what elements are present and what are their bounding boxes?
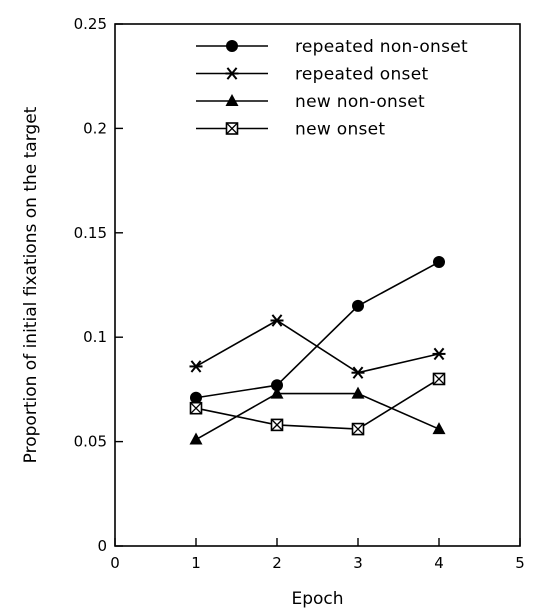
marker-crossed-square bbox=[225, 122, 239, 135]
marker-shape bbox=[225, 94, 239, 106]
marker-asterisk bbox=[432, 347, 446, 361]
data-point bbox=[189, 360, 203, 373]
marker-shape bbox=[352, 299, 364, 312]
legend-label: new non-onset bbox=[295, 92, 425, 112]
legend-item: new onset bbox=[196, 120, 385, 140]
x-tick-label: 5 bbox=[515, 554, 525, 572]
data-point bbox=[270, 386, 284, 399]
legend-label: repeated non-onset bbox=[295, 37, 468, 57]
data-point bbox=[270, 418, 284, 432]
marker-shape bbox=[271, 379, 283, 392]
data-point bbox=[352, 299, 364, 312]
marker-shape bbox=[432, 422, 446, 435]
series-line bbox=[195, 319, 440, 374]
marker-filled-circle bbox=[352, 299, 364, 312]
series-repeated-non-onset bbox=[190, 256, 445, 404]
x-tick-label: 3 bbox=[353, 554, 363, 572]
data-point bbox=[433, 256, 445, 269]
marker-crossed-square bbox=[270, 418, 284, 432]
marker-filled-circle bbox=[433, 256, 445, 269]
data-point bbox=[189, 432, 203, 445]
marker-filled-triangle bbox=[432, 422, 446, 435]
y-axis-title: Proportion of initial fixations on the t… bbox=[21, 106, 41, 463]
marker-shape bbox=[189, 432, 203, 445]
marker-stroke bbox=[226, 122, 238, 135]
legend-label: new onset bbox=[295, 120, 385, 140]
y-tick-label: 0.05 bbox=[74, 433, 107, 451]
legend-item: repeated non-onset bbox=[196, 37, 468, 57]
data-point bbox=[432, 422, 446, 435]
marker-filled-circle bbox=[226, 40, 238, 52]
x-tick-label: 1 bbox=[191, 554, 201, 572]
marker-filled-triangle bbox=[225, 94, 239, 106]
marker-stroke bbox=[271, 314, 283, 327]
marker-stroke bbox=[433, 347, 445, 361]
marker-filled-triangle bbox=[351, 386, 365, 399]
marker-shape bbox=[351, 386, 365, 399]
series-layer bbox=[189, 256, 446, 445]
marker-crossed-square bbox=[189, 401, 203, 415]
y-tick-label: 0.2 bbox=[83, 119, 107, 137]
series-line bbox=[195, 261, 440, 399]
legend-item: new non-onset bbox=[196, 92, 425, 112]
x-tick-label: 0 bbox=[110, 554, 120, 572]
y-tick-label: 0 bbox=[97, 537, 107, 555]
marker-stroke bbox=[352, 423, 364, 436]
x-tick-label: 4 bbox=[434, 554, 444, 572]
data-point bbox=[432, 372, 446, 386]
legend-label: repeated onset bbox=[295, 65, 428, 85]
marker-stroke bbox=[352, 366, 364, 379]
marker-asterisk bbox=[351, 366, 365, 379]
marker-asterisk bbox=[189, 360, 203, 373]
data-point bbox=[351, 386, 365, 399]
legend: repeated non-onset repeated onset new non-… bbox=[196, 37, 468, 140]
plot-frame bbox=[114, 23, 521, 547]
marker-shape bbox=[270, 386, 284, 399]
marker-shape bbox=[226, 40, 238, 52]
marker-filled-triangle bbox=[270, 386, 284, 399]
data-point bbox=[271, 379, 283, 392]
marker-shape bbox=[190, 391, 202, 404]
marker-filled-triangle bbox=[189, 432, 203, 445]
marker-shape bbox=[433, 256, 445, 269]
y-tick-label: 0.15 bbox=[74, 224, 107, 242]
series-line bbox=[195, 392, 440, 441]
y-axis-ticks: 0 0.05 0.1 0.15 0.2 0.25 bbox=[74, 15, 123, 555]
marker-asterisk bbox=[225, 67, 239, 80]
marker-crossed-square bbox=[432, 372, 446, 386]
x-axis-ticks: 0 1 2 3 4 5 bbox=[110, 538, 525, 572]
y-tick-label: 0.25 bbox=[74, 15, 107, 33]
series-repeated-onset bbox=[189, 314, 446, 379]
data-point bbox=[270, 314, 284, 327]
x-tick-label: 2 bbox=[272, 554, 282, 572]
marker-stroke bbox=[433, 373, 445, 385]
series-line bbox=[195, 378, 440, 430]
marker-stroke bbox=[190, 402, 202, 415]
x-axis-title: Epoch bbox=[291, 589, 343, 609]
marker-stroke bbox=[271, 418, 283, 431]
marker-crossed-square bbox=[351, 422, 365, 436]
marker-stroke bbox=[226, 67, 238, 80]
legend-item: repeated onset bbox=[196, 65, 428, 85]
marker-filled-circle bbox=[190, 391, 202, 404]
y-tick-label: 0.1 bbox=[83, 328, 107, 346]
data-point bbox=[432, 347, 446, 361]
data-point bbox=[190, 391, 202, 404]
marker-asterisk bbox=[270, 314, 284, 327]
data-point bbox=[189, 401, 203, 415]
data-point bbox=[351, 366, 365, 379]
data-point bbox=[351, 422, 365, 436]
series-new-onset bbox=[189, 372, 446, 436]
marker-stroke bbox=[190, 360, 202, 373]
marker-filled-circle bbox=[271, 379, 283, 392]
